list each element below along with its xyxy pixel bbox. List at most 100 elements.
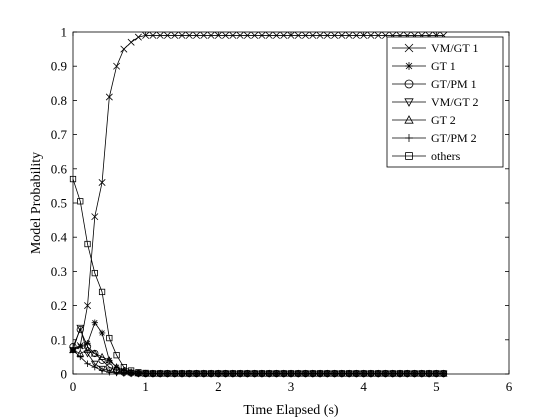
- square-marker: [389, 370, 396, 377]
- y-tick-label: 0.6: [51, 161, 68, 176]
- square-marker: [266, 370, 273, 377]
- x-marker: [302, 31, 310, 39]
- series-vm-gt-1: [69, 31, 448, 354]
- plus-marker: [77, 353, 84, 361]
- square-marker: [229, 370, 236, 377]
- x-marker: [243, 31, 251, 39]
- square-marker: [244, 370, 251, 377]
- plus-marker: [69, 346, 77, 354]
- square-marker: [200, 370, 207, 377]
- y-tick-label: 1: [61, 25, 68, 40]
- y-tick-label: 0.8: [51, 93, 67, 108]
- legend-entry: GT 1: [392, 59, 456, 73]
- legend-label: GT/PM 2: [431, 131, 477, 145]
- x-tick-label: 6: [506, 379, 513, 394]
- x-marker: [309, 31, 317, 39]
- x-marker: [338, 31, 346, 39]
- square-marker: [186, 370, 193, 377]
- square-marker: [251, 370, 258, 377]
- square-marker: [367, 370, 375, 377]
- legend-label: VM/GT 2: [431, 95, 478, 109]
- square-marker: [338, 370, 345, 377]
- y-tick-label: 0.5: [51, 196, 67, 211]
- x-tick-label: 5: [433, 379, 440, 394]
- square-marker: [120, 364, 127, 371]
- y-tick-label: 0.2: [51, 298, 67, 313]
- triangle-up-marker: [83, 346, 92, 354]
- x-marker: [120, 45, 128, 53]
- tick-layer: 0 1 2 3 4 5 6 0 0.1 0.2 0.3 0.4 0.5 0.6 0.7 0.8 0.9 1: [51, 25, 513, 395]
- triangle-down-marker: [105, 367, 114, 375]
- x-marker: [352, 31, 360, 39]
- triangle-down-marker: [76, 324, 85, 332]
- square-marker: [149, 370, 157, 377]
- series-line: [72, 178, 444, 374]
- triangle-down-marker: [90, 360, 99, 368]
- x-marker: [105, 93, 113, 101]
- legend-label: GT/PM 1: [431, 77, 477, 91]
- triangle-up-marker: [112, 363, 121, 371]
- square-marker: [346, 370, 353, 377]
- x-tick-label: 2: [215, 379, 222, 394]
- plus-marker: [91, 363, 98, 371]
- triangle-up-marker: [404, 115, 414, 124]
- y-tick-label: 0.7: [51, 127, 68, 142]
- legend-entry: GT 2: [392, 113, 456, 127]
- square-marker: [178, 370, 186, 377]
- plus-marker: [106, 369, 113, 376]
- x-tick-label: 1: [142, 379, 149, 394]
- square-marker: [324, 370, 331, 377]
- square-marker: [69, 175, 77, 183]
- x-marker: [294, 31, 302, 39]
- triangle-up-marker: [98, 352, 106, 360]
- x-marker: [236, 31, 244, 39]
- square-marker: [84, 240, 91, 248]
- legend-entry: others: [392, 149, 461, 163]
- triangle-up-marker: [105, 356, 114, 364]
- square-marker: [331, 370, 338, 377]
- square-marker: [440, 370, 447, 377]
- asterisk-marker: [98, 329, 106, 337]
- x-marker: [222, 31, 230, 39]
- circle-marker: [404, 79, 414, 89]
- square-marker: [404, 370, 411, 377]
- triangle-up-marker: [90, 349, 99, 357]
- square-marker: [135, 369, 142, 376]
- x-marker: [178, 31, 186, 39]
- legend-entry: VM/GT 2: [392, 95, 478, 109]
- square-marker: [273, 370, 280, 377]
- legend: VM/GT 1 GT 1 GT/PM 1 VM/GT 2 GT 2 GT/PM 2 othe…: [386, 36, 504, 168]
- x-marker: [207, 31, 215, 39]
- triangle-down-marker: [404, 98, 414, 107]
- square-marker: [222, 370, 229, 377]
- square-marker: [98, 288, 106, 296]
- legend-label: VM/GT 1: [431, 41, 478, 55]
- x-marker: [98, 178, 106, 186]
- square-marker: [382, 370, 389, 377]
- square-marker: [91, 269, 98, 277]
- y-tick-label: 0.1: [51, 332, 67, 347]
- x-marker: [229, 31, 237, 39]
- x-axis-label: Time Elapsed (s): [243, 403, 338, 418]
- legend-label: GT 2: [431, 113, 456, 127]
- x-marker: [84, 302, 92, 310]
- y-tick-label: 0.3: [51, 264, 67, 279]
- square-marker: [295, 370, 302, 377]
- legend-label: others: [431, 149, 461, 163]
- plus-marker: [84, 360, 91, 367]
- triangle-down-marker: [83, 350, 92, 358]
- square-marker: [353, 370, 360, 377]
- x-marker: [171, 31, 179, 39]
- y-tick-label: 0.9: [51, 59, 67, 74]
- x-marker: [251, 31, 259, 39]
- square-marker: [309, 370, 316, 377]
- legend-entry: VM/GT 1: [392, 41, 478, 55]
- x-marker: [200, 31, 208, 39]
- square-marker: [302, 370, 309, 377]
- square-marker: [425, 370, 433, 377]
- x-marker: [374, 31, 382, 39]
- square-marker: [157, 370, 164, 377]
- square-marker: [375, 370, 382, 377]
- asterisk-marker: [405, 62, 413, 70]
